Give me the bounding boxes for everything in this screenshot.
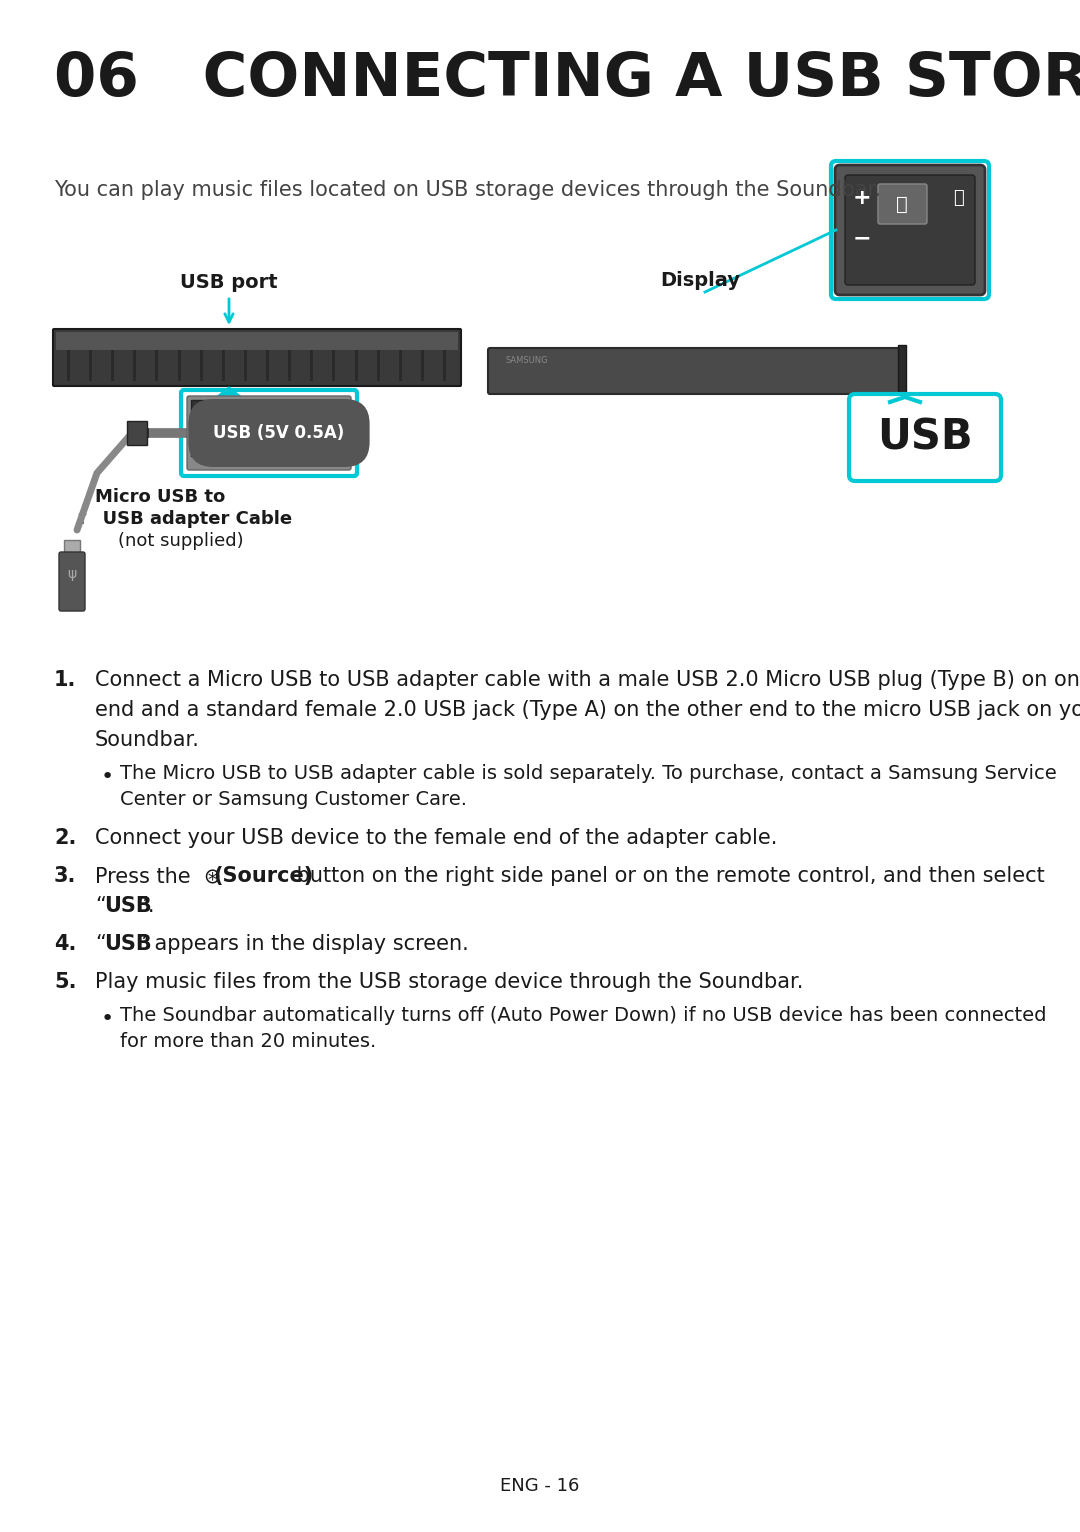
Bar xyxy=(133,334,136,381)
Text: 4.: 4. xyxy=(54,935,77,954)
Bar xyxy=(266,334,269,381)
Bar xyxy=(90,334,92,381)
Text: Connect a Micro USB to USB adapter cable with a male USB 2.0 Micro USB plug (Typ: Connect a Micro USB to USB adapter cable… xyxy=(95,669,1080,689)
Text: Display: Display xyxy=(660,271,740,290)
Text: button on the right side panel or on the remote control, and then select: button on the right side panel or on the… xyxy=(291,866,1044,885)
Text: Connect your USB device to the female end of the adapter cable.: Connect your USB device to the female en… xyxy=(95,827,778,849)
Text: Micro USB to: Micro USB to xyxy=(95,489,226,506)
FancyBboxPatch shape xyxy=(845,175,975,285)
Text: ⏻: ⏻ xyxy=(953,188,963,207)
Bar xyxy=(64,539,80,555)
Text: Soundbar.: Soundbar. xyxy=(95,731,200,751)
Text: SAMSUNG: SAMSUNG xyxy=(505,355,548,365)
Text: ψ: ψ xyxy=(67,567,77,581)
Text: ”.: ”. xyxy=(137,896,154,916)
Text: USB port: USB port xyxy=(180,273,278,293)
FancyBboxPatch shape xyxy=(835,165,985,296)
Bar xyxy=(191,400,219,457)
Bar xyxy=(421,334,423,381)
Text: ⏵: ⏵ xyxy=(896,195,908,213)
Bar xyxy=(244,334,247,381)
Polygon shape xyxy=(214,388,244,398)
Bar xyxy=(310,334,313,381)
Text: “: “ xyxy=(95,896,106,916)
Text: 06   CONNECTING A USB STORAGE DEVICE: 06 CONNECTING A USB STORAGE DEVICE xyxy=(54,51,1080,109)
FancyBboxPatch shape xyxy=(59,552,85,611)
Bar xyxy=(221,334,225,381)
Text: •: • xyxy=(100,768,113,787)
Text: USB: USB xyxy=(104,896,152,916)
FancyBboxPatch shape xyxy=(849,394,1001,481)
Text: (Source): (Source) xyxy=(213,866,313,885)
FancyBboxPatch shape xyxy=(53,329,461,386)
Text: The Soundbar automatically turns off (Auto Power Down) if no USB device has been: The Soundbar automatically turns off (Au… xyxy=(120,1007,1047,1025)
Text: +: + xyxy=(853,188,872,208)
Text: 5.: 5. xyxy=(54,971,77,993)
Bar xyxy=(897,345,906,397)
Text: USB: USB xyxy=(104,935,152,954)
Bar xyxy=(399,334,402,381)
FancyBboxPatch shape xyxy=(488,348,902,394)
Text: ” appears in the display screen.: ” appears in the display screen. xyxy=(137,935,469,954)
Text: 3.: 3. xyxy=(54,866,77,885)
Bar xyxy=(67,334,70,381)
Bar xyxy=(354,334,357,381)
Bar xyxy=(200,334,203,381)
Text: −: − xyxy=(853,228,872,248)
Text: Play music files from the USB storage device through the Soundbar.: Play music files from the USB storage de… xyxy=(95,971,804,993)
Text: “: “ xyxy=(95,935,106,954)
Bar xyxy=(443,334,446,381)
Text: Press the  ⊛: Press the ⊛ xyxy=(95,866,228,885)
Bar xyxy=(288,334,292,381)
Bar xyxy=(333,334,336,381)
Text: You can play music files located on USB storage devices through the Soundbar.: You can play music files located on USB … xyxy=(54,179,881,201)
Text: 2.: 2. xyxy=(54,827,77,849)
Bar xyxy=(111,334,114,381)
Text: (not supplied): (not supplied) xyxy=(95,532,244,550)
Text: ↑  USB adapter Cable: ↑ USB adapter Cable xyxy=(75,510,292,529)
Bar xyxy=(56,332,458,349)
Text: ENG - 16: ENG - 16 xyxy=(500,1477,580,1495)
Bar xyxy=(156,334,159,381)
Text: The Micro USB to USB adapter cable is sold separately. To purchase, contact a Sa: The Micro USB to USB adapter cable is so… xyxy=(120,764,1056,783)
Polygon shape xyxy=(890,397,920,401)
Text: USB: USB xyxy=(877,417,973,458)
Text: USB (5V 0.5A): USB (5V 0.5A) xyxy=(214,424,345,443)
FancyBboxPatch shape xyxy=(187,395,351,470)
FancyBboxPatch shape xyxy=(878,184,927,224)
Text: •: • xyxy=(100,1010,113,1030)
Text: end and a standard female 2.0 USB jack (Type A) on the other end to the micro US: end and a standard female 2.0 USB jack (… xyxy=(95,700,1080,720)
Bar xyxy=(377,334,380,381)
Text: Center or Samsung Customer Care.: Center or Samsung Customer Care. xyxy=(120,791,467,809)
Bar xyxy=(177,334,180,381)
Bar xyxy=(127,421,147,444)
Text: for more than 20 minutes.: for more than 20 minutes. xyxy=(120,1033,376,1051)
Text: 1.: 1. xyxy=(54,669,77,689)
